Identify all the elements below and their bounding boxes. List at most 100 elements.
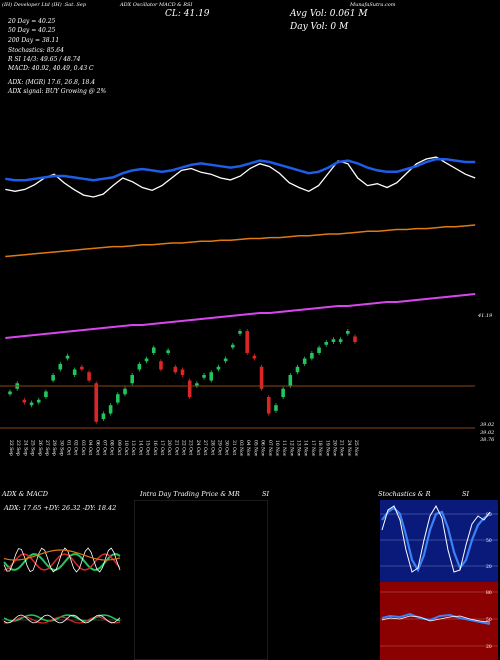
stoch-level-label: 20 — [486, 564, 492, 570]
x-axis-tick-label: 22 Oct — [181, 440, 187, 455]
x-axis-tick-label: 24 Nov — [346, 440, 352, 457]
price-axis-label-2: 39.02 — [480, 430, 495, 436]
x-axis-tick-label: 06 Nov — [260, 440, 266, 457]
macd-line — [3, 614, 121, 624]
adx-label: ADX: (MGR) 17.6, 26.8, 18.4 — [8, 79, 96, 86]
rsi-label: R SI 14/3: 49.65 / 48.74 — [8, 56, 81, 63]
x-axis-tick-label: 15 Oct — [145, 440, 151, 455]
candlesticks — [8, 329, 357, 424]
adx-macd-panel: ADX: 17.65 +DY: 26.32 -DY: 18.42 — [2, 500, 122, 660]
x-axis-tick-label: 05 Nov — [252, 440, 258, 457]
rsi-line — [381, 612, 491, 625]
x-axis-tick-label: 12 Nov — [288, 440, 294, 457]
ma200-label: 200 Day = 38.11 — [8, 37, 60, 44]
x-axis-tick-label: 23 Oct — [188, 440, 194, 455]
day-volume: Day Vol: 0 M — [290, 22, 349, 32]
header-site-label: MunafaSutra.com — [350, 2, 396, 8]
x-axis-tick-label: 31 Oct — [231, 440, 237, 455]
x-axis-tick-label: 14 Nov — [303, 440, 309, 457]
stoch-d-line — [381, 506, 491, 573]
x-axis-tick-label: 21 Nov — [339, 440, 345, 457]
ma20-line — [5, 157, 476, 182]
header-line1-left: (IH) Developer Ltd (IH) .Sat. Sep — [2, 2, 87, 8]
stoch-title: Stochastics & R — [378, 490, 431, 498]
x-axis-tick-label: 30 Oct — [224, 440, 230, 455]
x-axis-tick-label: 07 Oct — [101, 440, 107, 455]
adx-macd-title: ADX & MACD — [2, 490, 48, 498]
stoch-level-label: 50 — [486, 538, 492, 544]
ma20-label: 20 Day = 40.25 — [8, 18, 56, 25]
avg-volume: Avg Vol: 0.061 M — [290, 9, 368, 19]
rsi-level-label: 50 — [486, 617, 492, 623]
plus-di-line — [3, 553, 121, 571]
x-axis-tick-label: 21 Oct — [173, 440, 179, 455]
price-axis-label-1: 39.02 — [480, 422, 495, 428]
x-axis-tick-label: 08 Oct — [109, 440, 115, 455]
x-axis-tick-label: 30 Sep — [58, 440, 64, 456]
x-axis-tick-label: 25 Nov — [353, 440, 359, 457]
x-axis-tick-label: 19 Nov — [324, 440, 330, 457]
adx-lines — [3, 547, 121, 573]
close-price: CL: 41.19 — [165, 9, 210, 19]
intraday-title: Intra Day Trading Price & MR — [140, 490, 240, 498]
x-axis-tick-label: 03 Oct — [80, 440, 86, 455]
adx-trend-line — [3, 549, 121, 561]
price-axis-top: 41.19 — [478, 313, 493, 319]
intraday-si: SI — [262, 490, 270, 498]
price-line — [5, 156, 476, 198]
x-axis-tick-label: 07 Nov — [267, 440, 273, 457]
x-axis-tick-label: 29 Oct — [216, 440, 222, 455]
x-axis-tick-label: 14 Oct — [137, 440, 143, 455]
x-axis-tick-label: 24 Oct — [195, 440, 201, 455]
adx-values-text: ADX: 17.65 +DY: 26.32 -DY: 18.42 — [3, 504, 116, 512]
x-axis-tick-label: 10 Nov — [274, 440, 280, 457]
x-axis-tick-label: 20 Oct — [166, 440, 172, 455]
adx-line — [3, 547, 121, 573]
stoch-k-line — [381, 504, 491, 573]
x-axis-tick-label: 17 Oct — [159, 440, 165, 455]
ma200-line — [5, 293, 476, 339]
x-axis-tick-label: 01 Oct — [66, 440, 72, 455]
rsi-signal-line — [381, 615, 491, 623]
x-axis-tick-label: 17 Nov — [310, 440, 316, 457]
x-axis-tick-label: 11 Nov — [281, 440, 287, 457]
x-axis-tick-label: 28 Oct — [209, 440, 215, 455]
x-axis-tick-label: 24 Sep — [22, 440, 28, 456]
x-axis-tick-label: 27 Sep — [44, 440, 50, 456]
x-axis-tick-label: 06 Oct — [94, 440, 100, 455]
x-axis-tick-label: 26 Sep — [37, 440, 43, 456]
adx-signal-label: ADX signal: BUY Growing @ 2% — [8, 88, 107, 95]
rsi-lines — [381, 612, 491, 625]
stochastics-label: Stochastics: 85.64 — [8, 47, 64, 54]
price-axis-label-3: 38.76 — [480, 437, 495, 443]
x-axis-tick-label: 25 Sep — [30, 440, 36, 456]
price-chart: 22 Sep 23 Sep 24 Sep 25 Sep 26 Sep 27 Sep 29 S… — [0, 156, 476, 457]
x-axis-tick-label: 20 Nov — [331, 440, 337, 457]
rsi-level-label: 80 — [486, 590, 492, 596]
x-axis-tick-label: 16 Oct — [152, 440, 158, 455]
moving-average-lines — [5, 156, 476, 339]
stochastics-lines — [381, 504, 491, 573]
intraday-panel — [134, 500, 268, 660]
x-axis-tick-label: 22 Sep — [8, 440, 14, 456]
macd-signal-line — [3, 616, 121, 624]
x-axis-tick-label: 13 Nov — [296, 440, 302, 457]
x-axis-tick-label: 29 Sep — [51, 440, 57, 456]
x-axis-tick-label: 18 Nov — [317, 440, 323, 457]
x-axis-tick-label: 04 Oct — [87, 440, 93, 455]
x-axis-tick-label: 03 Nov — [238, 440, 244, 457]
stoch-si: SI — [462, 490, 470, 498]
x-axis-tick-label: 10 Oct — [123, 440, 129, 455]
x-axis-tick-label: 23 Sep — [15, 440, 21, 456]
x-axis-tick-label: 04 Nov — [245, 440, 251, 457]
ma50-label: 50 Day = 40.25 — [8, 27, 56, 34]
x-axis-tick-label: 27 Oct — [202, 440, 208, 455]
ma50-line — [5, 224, 476, 258]
x-axis-tick-label: 13 Oct — [130, 440, 136, 455]
x-axis-tick-label: 09 Oct — [116, 440, 122, 455]
x-axis-labels: 22 Sep 23 Sep 24 Sep 25 Sep 26 Sep 27 Sep 29 S… — [8, 440, 359, 457]
x-axis-tick-label: 02 Oct — [73, 440, 79, 455]
macd-lines — [2, 614, 122, 624]
rsi-level-label: 20 — [486, 644, 492, 650]
